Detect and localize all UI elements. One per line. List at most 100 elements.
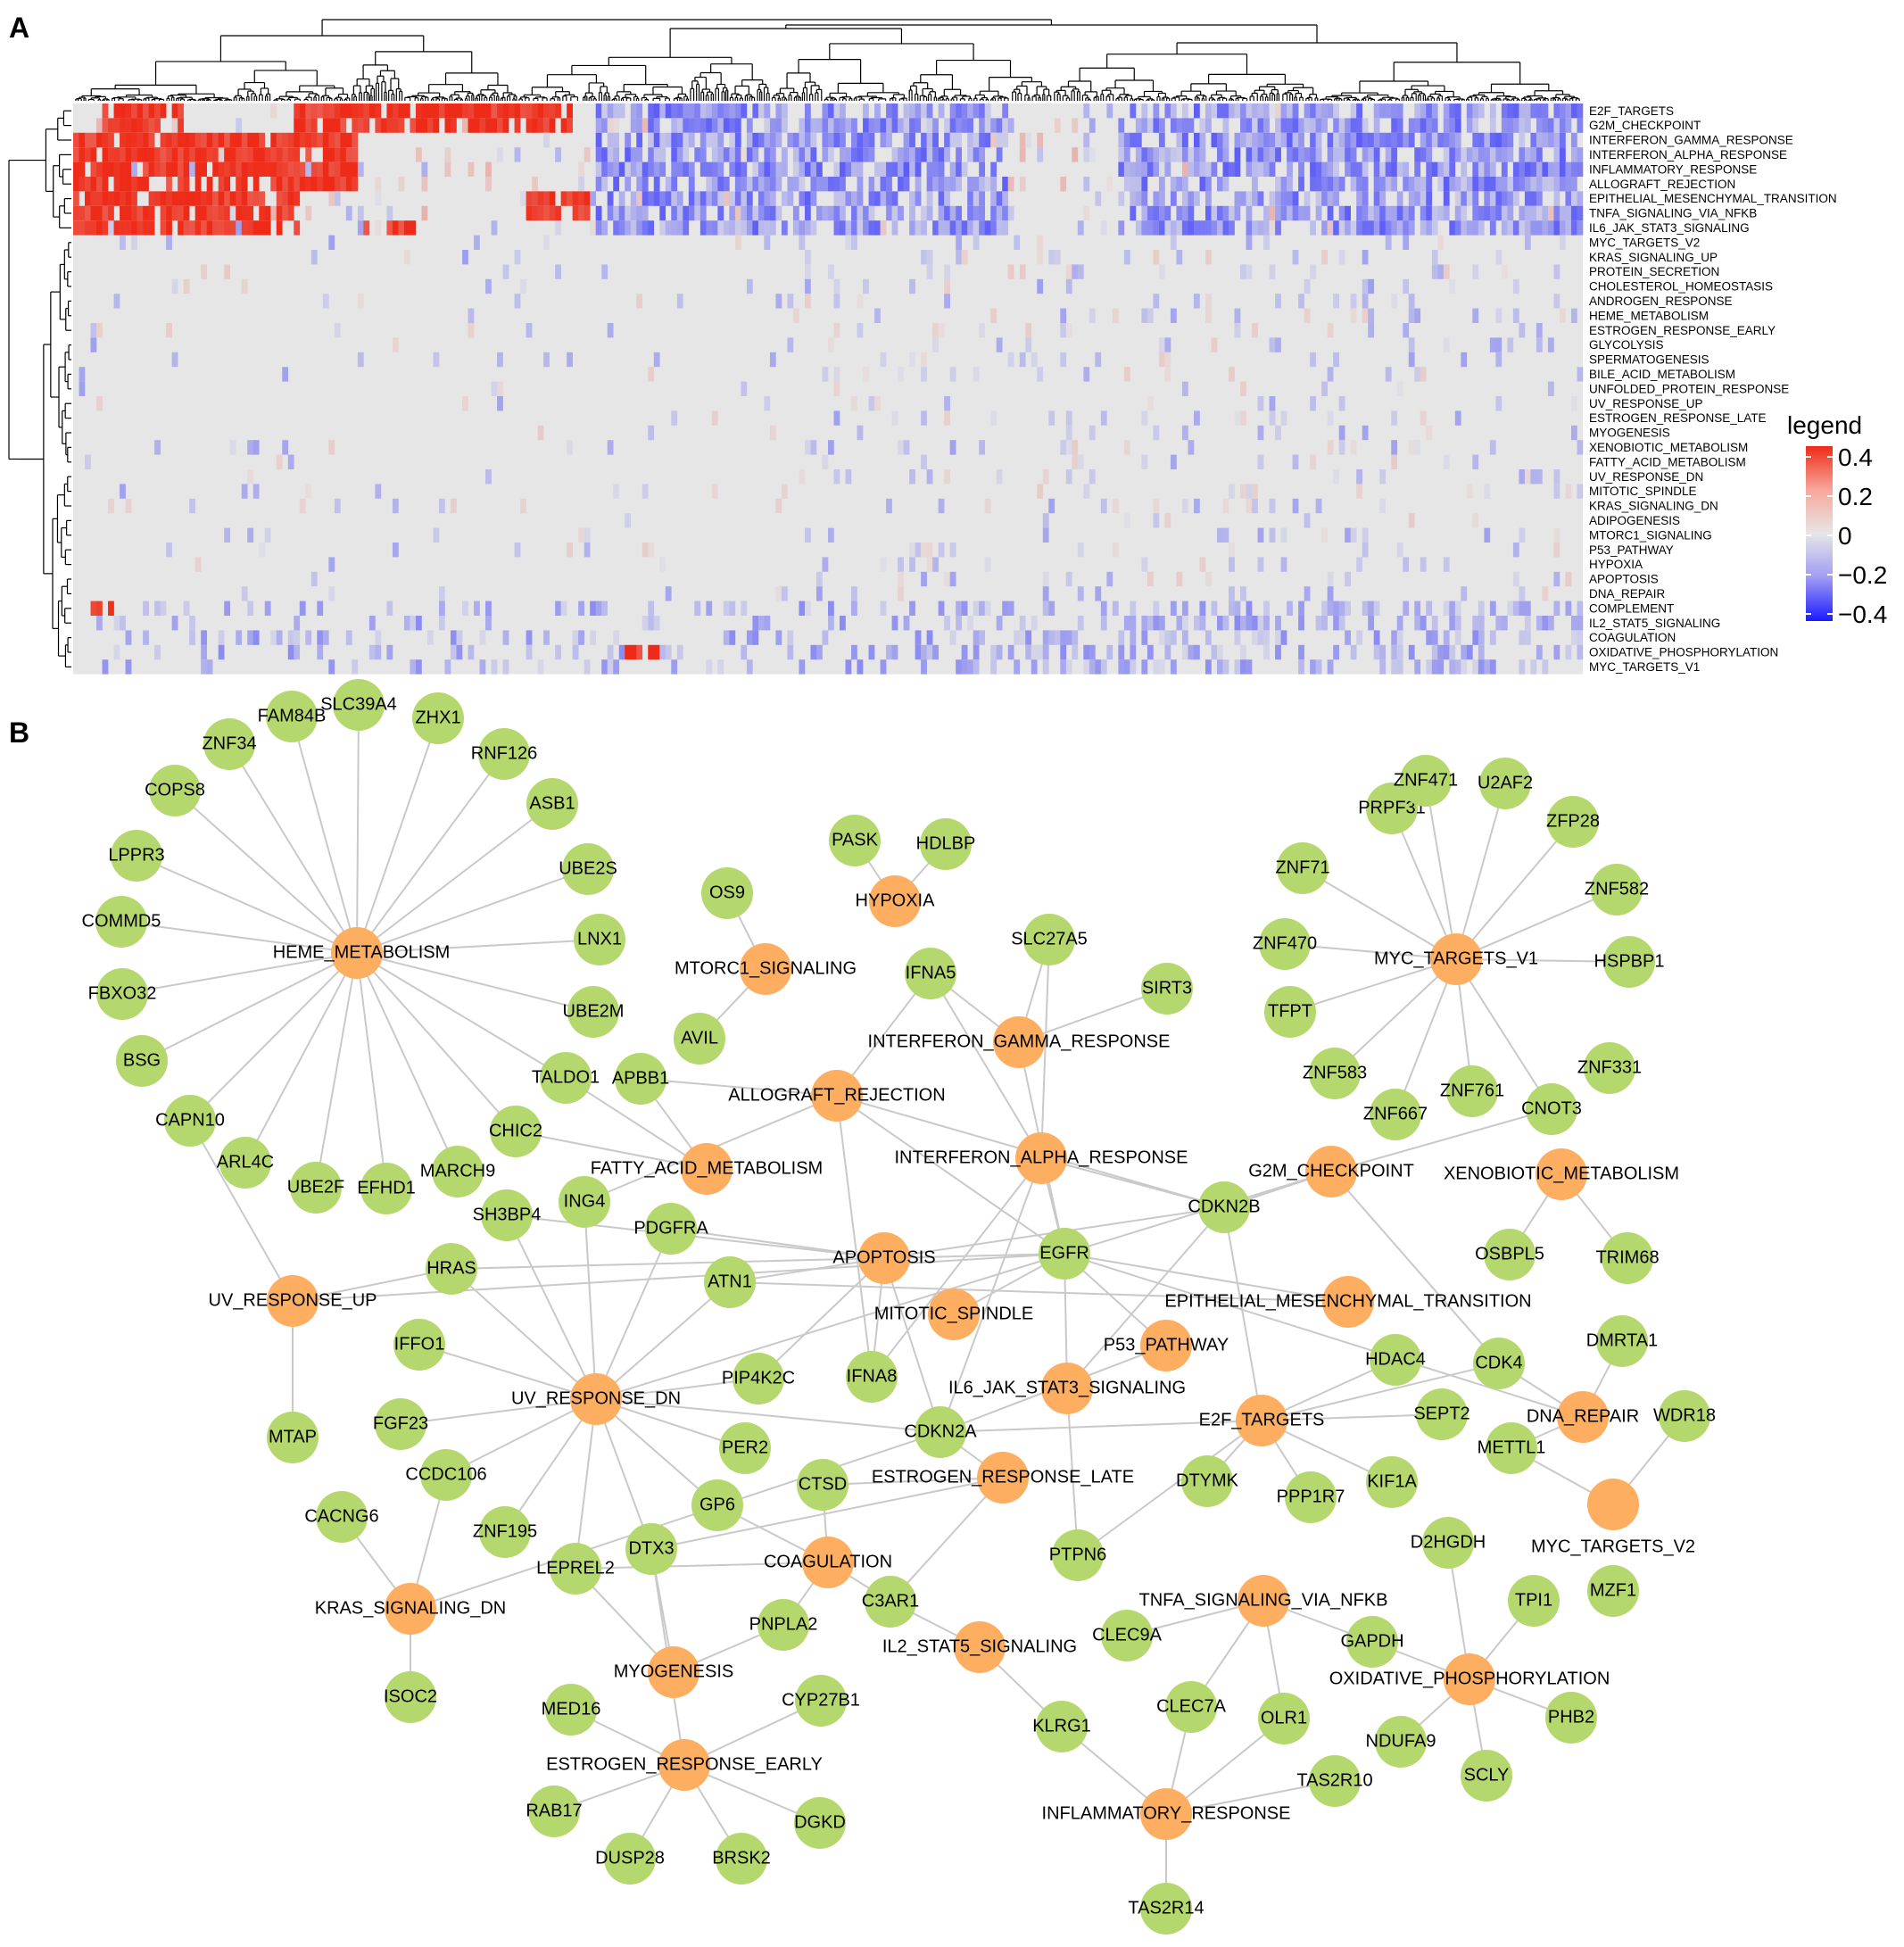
gene-node: KIF1A xyxy=(1366,1456,1418,1508)
gene-node: RNF126 xyxy=(471,728,537,780)
heatmap-row-label: DNA_REPAIR xyxy=(1589,587,1666,601)
pathway-node-label: INFLAMMATORY_RESPONSE xyxy=(1042,1803,1291,1823)
gene-node-label: BRSK2 xyxy=(712,1848,771,1868)
heatmap-row-label: APOPTOSIS xyxy=(1589,573,1659,586)
gene-node-label: MARCH9 xyxy=(420,1161,495,1181)
gene-node: HRAS xyxy=(426,1243,477,1295)
gene-node: IFFO1 xyxy=(393,1319,445,1371)
pathway-node: FATTY_ACID_METABOLISM xyxy=(591,1143,823,1195)
row-dendrogram xyxy=(9,111,71,667)
gene-node: AVIL xyxy=(674,1013,725,1065)
gene-node-label: PER2 xyxy=(722,1437,768,1457)
heatmap-row-label: KRAS_SIGNALING_UP xyxy=(1589,251,1718,264)
pathway-node-label: UV_RESPONSE_DN xyxy=(511,1388,681,1408)
gene-node-label: DMRTA1 xyxy=(1586,1330,1658,1350)
pathway-node: IL2_STAT5_SIGNALING xyxy=(882,1621,1077,1673)
network-edge xyxy=(357,953,516,1131)
gene-node-label: SLC39A4 xyxy=(320,694,397,714)
gene-node-label: SLC27A5 xyxy=(1011,929,1088,949)
heatmap-row-label: ANDROGEN_RESPONSE xyxy=(1589,294,1733,308)
gene-node-label: ZNF471 xyxy=(1394,770,1458,790)
gene-node-label: CACNG6 xyxy=(304,1506,378,1526)
heatmap-row-label: EPITHELIAL_MESENCHYMAL_TRANSITION xyxy=(1589,192,1837,205)
network-edge xyxy=(357,869,588,953)
gene-node-label: D2HGDH xyxy=(1411,1532,1486,1552)
gene-node: CDK4 xyxy=(1473,1338,1525,1389)
gene-node: TFPT xyxy=(1264,986,1316,1038)
gene-node-label: TFPT xyxy=(1268,1001,1312,1021)
gene-node: WDR18 xyxy=(1653,1390,1716,1442)
gene-node: D2HGDH xyxy=(1411,1517,1486,1569)
panel-a-letter: A xyxy=(9,12,29,44)
gene-node: DUSP28 xyxy=(595,1833,665,1885)
gene-node-label: ISOC2 xyxy=(384,1686,437,1706)
gene-node: MZF1 xyxy=(1587,1565,1639,1617)
gene-node-label: PPP1R7 xyxy=(1277,1487,1345,1506)
pathway-node: APOPTOSIS xyxy=(832,1232,935,1284)
gene-node: ZNF195 xyxy=(473,1506,537,1558)
gene-node-label: GP6 xyxy=(700,1495,735,1514)
heatmap-row-label: XENOBIOTIC_METABOLISM xyxy=(1589,441,1748,454)
gene-node: NDUFA9 xyxy=(1366,1716,1436,1768)
network-edge xyxy=(884,1258,940,1432)
pathway-node-label: IL2_STAT5_SIGNALING xyxy=(882,1636,1077,1656)
gene-node-label: ZNF195 xyxy=(473,1521,537,1541)
heatmap-row-label: INFLAMMATORY_RESPONSE xyxy=(1589,162,1757,176)
heatmap-row-label: MYOGENESIS xyxy=(1589,427,1670,440)
gene-node-label: AVIL xyxy=(681,1028,718,1048)
gene-node: ZFP28 xyxy=(1546,796,1600,848)
network-edge xyxy=(229,744,357,953)
gene-node-label: ZFP28 xyxy=(1546,811,1600,831)
gene-node: EGFR xyxy=(1039,1228,1090,1280)
gene-node-label: WDR18 xyxy=(1653,1405,1716,1425)
gene-node-label: OLR1 xyxy=(1261,1708,1307,1727)
legend-tick-label: −0.2 xyxy=(1838,561,1887,589)
gene-node-label: APBB1 xyxy=(612,1068,669,1088)
heatmap-row-label: KRAS_SIGNALING_DN xyxy=(1589,500,1718,513)
gene-node-label: KLRG1 xyxy=(1032,1716,1091,1736)
network-edge xyxy=(1303,868,1456,959)
gene-node-label: KIF1A xyxy=(1367,1471,1417,1491)
pathway-node-label: MITOTIC_SPINDLE xyxy=(874,1304,1034,1323)
gene-node: ASB1 xyxy=(526,778,578,830)
heatmap-row-label: HYPOXIA xyxy=(1589,558,1643,571)
heatmap-row-label: UV_RESPONSE_DN xyxy=(1589,470,1703,484)
gene-node: SH3BP4 xyxy=(473,1189,542,1241)
gene-node-label: IFFO1 xyxy=(394,1334,445,1354)
gene-node: UBE2S xyxy=(559,843,617,895)
pathway-node-label: FATTY_ACID_METABOLISM xyxy=(591,1158,823,1178)
gene-node-label: NDUFA9 xyxy=(1366,1731,1436,1751)
gene-node: CNOT3 xyxy=(1521,1083,1582,1135)
gene-node-label: TPI1 xyxy=(1515,1590,1552,1610)
gene-node-label: CDKN2A xyxy=(904,1421,977,1441)
gene-node-label: IFNA8 xyxy=(847,1366,898,1386)
pathway-node-label: UV_RESPONSE_UP xyxy=(209,1290,377,1310)
gene-node-label: ZNF582 xyxy=(1585,879,1649,899)
gene-node: SIRT3 xyxy=(1141,963,1193,1015)
pathway-node-label: EPITHELIAL_MESENCHYMAL_TRANSITION xyxy=(1164,1291,1531,1311)
gene-node-label: LNX1 xyxy=(577,929,622,949)
gene-node-label: CAPN10 xyxy=(155,1110,225,1130)
pathway-node: MTORC1_SIGNALING xyxy=(675,943,857,995)
heatmap-row-label: INTERFERON_ALPHA_RESPONSE xyxy=(1589,148,1787,162)
gene-node-label: SEPT2 xyxy=(1413,1404,1469,1423)
gene-node: LPPR3 xyxy=(108,830,164,882)
heatmap-row-label: OXIDATIVE_PHOSPHORYLATION xyxy=(1589,646,1778,659)
gene-node-label: UBE2F xyxy=(287,1177,344,1197)
network-edge xyxy=(584,1202,596,1399)
gene-node-label: DUSP28 xyxy=(595,1848,665,1868)
pathway-node-label: OXIDATIVE_PHOSPHORYLATION xyxy=(1329,1669,1610,1688)
pathway-node: UV_RESPONSE_UP xyxy=(209,1275,377,1327)
pathway-node: TNFA_SIGNALING_VIA_NFKB xyxy=(1139,1575,1388,1627)
heatmap-row-label: PROTEIN_SECRETION xyxy=(1589,265,1719,278)
legend-tick-label: 0 xyxy=(1838,522,1852,550)
heatmap-row-label: SPERMATOGENESIS xyxy=(1589,353,1709,367)
gene-node: ZHX1 xyxy=(412,692,464,744)
gene-node-label: DTYMK xyxy=(1176,1471,1239,1490)
gene-node-label: CYP27B1 xyxy=(782,1690,860,1710)
gene-node-label: HRAS xyxy=(426,1258,476,1278)
pathway-node: HYPOXIA xyxy=(856,875,936,927)
gene-node-label: METTL1 xyxy=(1478,1437,1546,1457)
heatmap-row-label: MYC_TARGETS_V2 xyxy=(1589,236,1700,249)
heatmap-row-label: CHOLESTEROL_HOMEOSTASIS xyxy=(1589,280,1773,294)
